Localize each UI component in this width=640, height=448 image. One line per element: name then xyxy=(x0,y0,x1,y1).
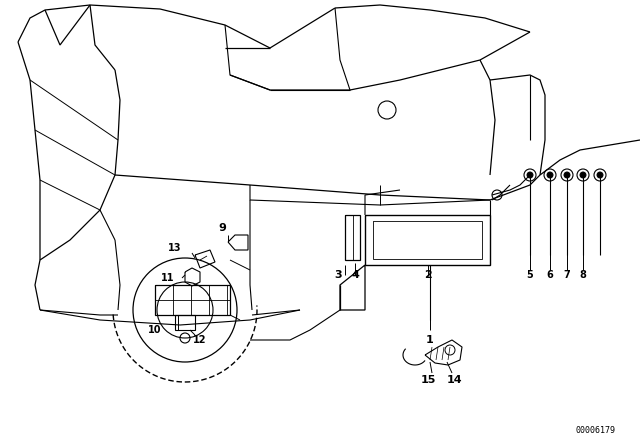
Text: 15: 15 xyxy=(420,375,436,385)
Text: 1: 1 xyxy=(426,335,434,345)
Text: 7: 7 xyxy=(564,270,570,280)
Text: 14: 14 xyxy=(447,375,463,385)
Text: 11: 11 xyxy=(161,273,175,283)
Text: 8: 8 xyxy=(580,270,586,280)
Circle shape xyxy=(597,172,603,178)
Text: 5: 5 xyxy=(527,270,533,280)
Circle shape xyxy=(564,172,570,178)
Text: 10: 10 xyxy=(148,325,162,335)
Text: 13: 13 xyxy=(168,243,182,253)
Text: 4: 4 xyxy=(351,270,359,280)
Circle shape xyxy=(547,172,553,178)
Text: 00006179: 00006179 xyxy=(575,426,615,435)
Text: 12: 12 xyxy=(193,335,207,345)
Text: 3: 3 xyxy=(334,270,342,280)
Text: 2: 2 xyxy=(424,270,432,280)
Text: 6: 6 xyxy=(547,270,554,280)
Text: 9: 9 xyxy=(218,223,226,233)
Circle shape xyxy=(527,172,533,178)
Circle shape xyxy=(580,172,586,178)
